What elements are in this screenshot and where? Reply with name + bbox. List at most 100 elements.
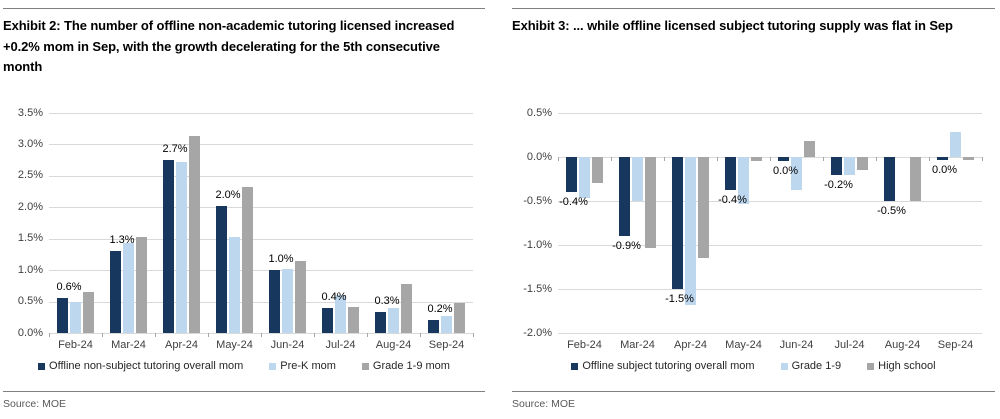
y-axis-label: 2.5%: [17, 169, 43, 182]
axis-tick: [473, 333, 474, 337]
gridline: [558, 333, 982, 334]
data-label: 0.4%: [321, 290, 347, 303]
bar: [884, 157, 895, 201]
bar: [229, 236, 240, 333]
gridline: [49, 301, 473, 303]
axis-tick: [49, 333, 50, 337]
bar: [388, 307, 399, 333]
gridline: [558, 113, 982, 114]
gridline: [49, 144, 473, 146]
legend-swatch-icon: [867, 362, 875, 370]
bar: [685, 157, 696, 305]
bar: [401, 283, 412, 333]
y-axis-label: -1.0%: [523, 238, 552, 251]
bar: [579, 157, 590, 199]
bar: [216, 206, 227, 333]
bar: [123, 243, 134, 333]
data-label: 0.3%: [374, 295, 400, 308]
x-axis-label: Jul-24: [325, 339, 356, 351]
exhibit-3-bar-chart: 0.5% 0.0% -0.5% -1.0% -1.5% -2.0% Feb-24 -0.4% M…: [512, 101, 995, 356]
bar: [57, 298, 68, 333]
legend-item: Offline non-subject tutoring overall mom: [38, 360, 243, 372]
bar: [375, 312, 386, 333]
x-axis-label: Feb-24: [58, 339, 93, 351]
bar: [738, 157, 749, 204]
bar: [645, 157, 656, 248]
bar: [348, 306, 359, 333]
gridline: [558, 289, 982, 290]
exhibit-2-legend: Offline non-subject tutoring overall mom…: [3, 360, 485, 372]
gridline: [558, 201, 982, 202]
bar: [189, 136, 200, 333]
bar: [632, 157, 643, 201]
legend-swatch-icon: [780, 362, 788, 370]
bar: [751, 157, 762, 162]
bar: [844, 157, 855, 175]
legend-swatch-icon: [38, 362, 46, 370]
bar: [698, 157, 709, 259]
x-axis-label: May-24: [725, 339, 762, 351]
bar: [70, 301, 81, 333]
data-label: 1.3%: [109, 234, 135, 247]
y-axis-label: 0.5%: [526, 106, 552, 119]
axis-tick: [558, 157, 559, 161]
bar: [335, 295, 346, 333]
y-axis-label: 0.0%: [526, 150, 552, 163]
bar: [110, 251, 121, 333]
legend-label: High school: [878, 360, 936, 372]
axis-tick: [155, 333, 156, 337]
legend-label: Offline non-subject tutoring overall mom: [49, 360, 244, 372]
axis-tick: [876, 157, 877, 161]
data-label: -0.2%: [824, 178, 853, 191]
exhibit-2-title: Exhibit 2: The number of offline non-aca…: [3, 18, 455, 74]
data-label: 1.0%: [268, 253, 294, 266]
axis-tick: [664, 157, 665, 161]
bar: [910, 157, 921, 201]
data-label: -0.4%: [718, 193, 747, 206]
legend-item: High school: [867, 360, 936, 372]
bar: [454, 303, 465, 333]
axis-tick: [611, 157, 612, 161]
legend-label: Grade 1-9: [791, 360, 842, 372]
y-axis-label: 2.0%: [17, 200, 43, 213]
y-axis-label: 1.5%: [17, 232, 43, 245]
exhibit-3-panel: Exhibit 3: ... while offline licensed su…: [512, 8, 995, 419]
y-axis-label: -1.5%: [523, 282, 552, 295]
bar: [83, 292, 94, 333]
data-label: -0.5%: [877, 205, 906, 217]
bar: [136, 237, 147, 333]
axis-tick: [367, 333, 368, 337]
bar: [269, 270, 280, 333]
bar: [963, 157, 974, 160]
legend-label: Offline subject tutoring overall mom: [582, 360, 755, 372]
x-axis-label: Sep-24: [428, 339, 465, 351]
x-axis-label: Aug-24: [375, 339, 412, 351]
legend-item: Grade 1-9 mom: [361, 360, 450, 372]
y-axis-label: 0.0%: [17, 326, 43, 339]
axis-tick: [770, 157, 771, 161]
gridline: [558, 245, 982, 246]
y-axis-label: 1.0%: [17, 263, 43, 276]
y-axis-label: -2.0%: [523, 326, 552, 339]
data-label: 0.0%: [931, 163, 958, 176]
axis-tick: [929, 157, 930, 161]
axis-tick: [420, 333, 421, 337]
x-axis-label: Mar-24: [620, 339, 655, 351]
legend-label: Grade 1-9 mom: [372, 360, 450, 372]
bar: [295, 260, 306, 333]
data-label: -1.5%: [665, 293, 694, 305]
y-axis-label: 3.0%: [17, 137, 43, 150]
data-label: 2.0%: [215, 189, 241, 202]
x-axis-label: Apr-24: [673, 339, 708, 351]
exhibit-2-bar-chart: 3.5% 3.0% 2.5% 2.0% 1.5% 1.0% 0.5% 0.0% Feb-24 0.…: [3, 101, 485, 356]
exhibit-2-panel: Exhibit 2: The number of offline non-aca…: [3, 8, 485, 419]
x-axis-label: Aug-24: [884, 339, 921, 351]
data-label: -0.4%: [559, 196, 588, 209]
bar: [176, 162, 187, 333]
gridline: [49, 270, 473, 272]
bar: [672, 157, 683, 289]
bar: [242, 186, 253, 333]
legend-swatch-icon: [571, 362, 579, 370]
legend-item: Offline subject tutoring overall mom: [571, 360, 755, 372]
